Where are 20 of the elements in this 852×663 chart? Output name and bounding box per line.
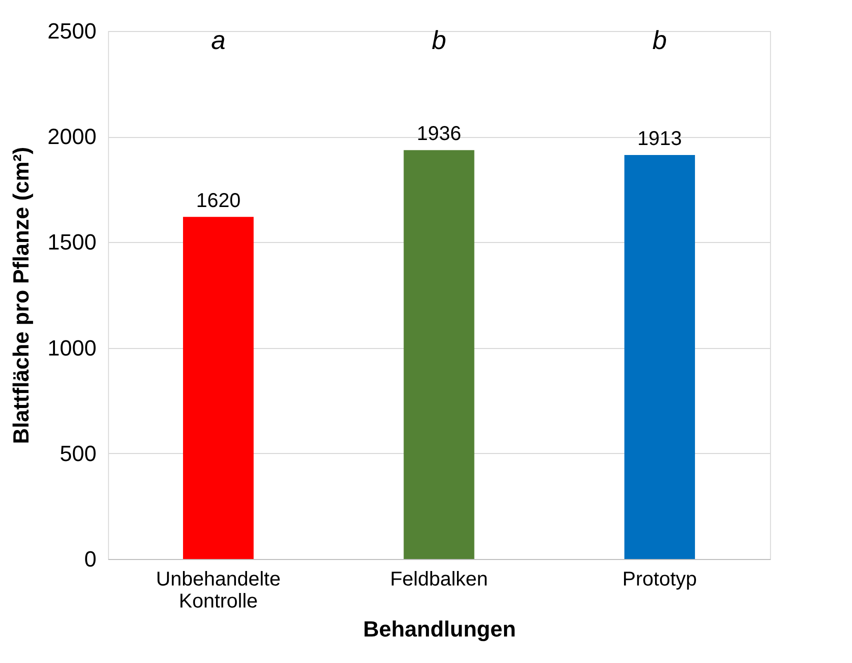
bar: [404, 150, 474, 559]
y-tick-label: 0: [84, 546, 96, 572]
annotation: b: [652, 25, 667, 55]
y-tick-label: 2000: [48, 124, 96, 150]
x-axis-title: Behandlungen: [363, 616, 516, 642]
data-label: 1620: [196, 190, 241, 212]
x-tick-label: Unbehandelte Kontrolle: [156, 568, 281, 612]
x-tick-label: Feldbalken: [390, 568, 488, 590]
y-tick-label: 500: [60, 440, 96, 466]
bar: [624, 154, 695, 559]
annotation: a: [211, 25, 226, 55]
x-tick-label: Prototyp: [622, 568, 697, 590]
annotation: b: [432, 25, 446, 55]
y-axis-title: Blattfläche pro Pflanze (cm²): [8, 146, 34, 444]
y-tick-label: 1000: [48, 335, 96, 360]
y-tick-label: 1500: [48, 230, 96, 255]
data-label: 1936: [416, 123, 462, 146]
y-tick-label: 2500: [48, 18, 96, 44]
bar: [183, 216, 254, 559]
data-label: 1913: [637, 128, 682, 150]
